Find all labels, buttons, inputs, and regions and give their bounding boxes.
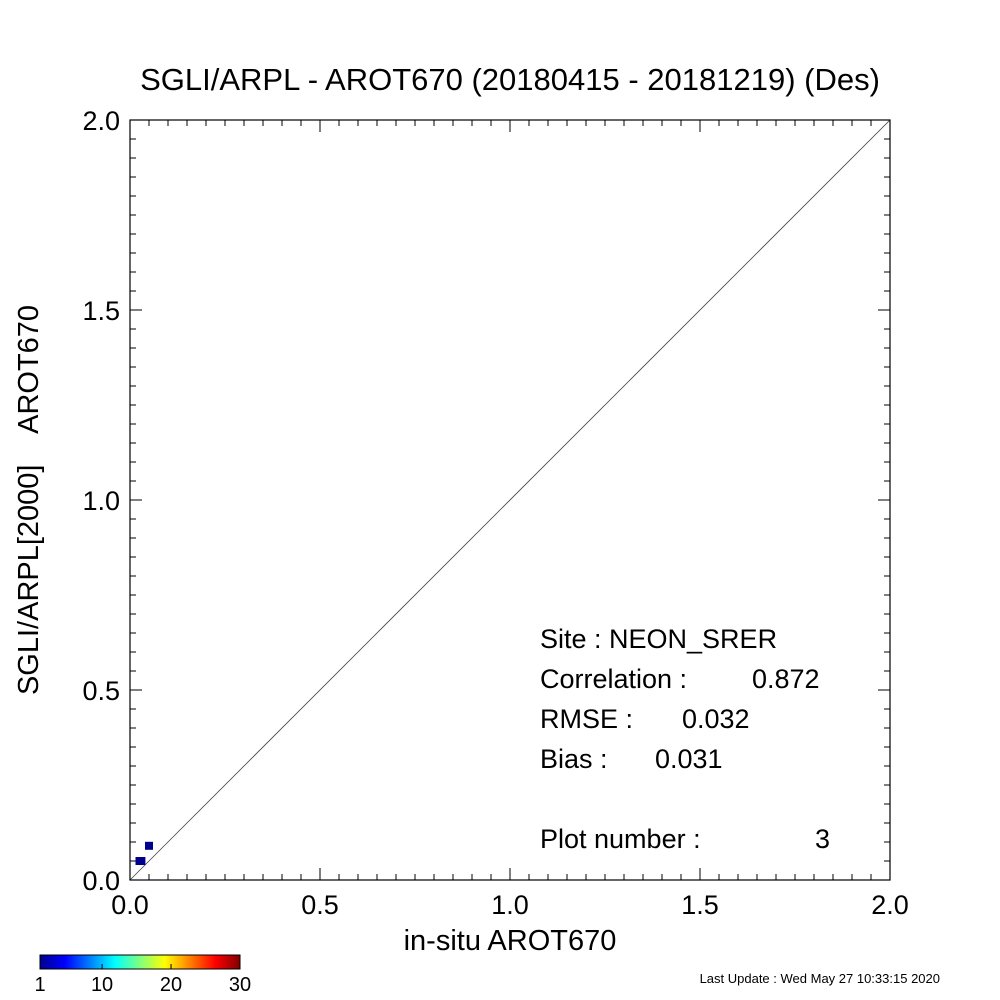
stat-plot-number-value: 3 [815,824,830,854]
stat-correlation-label: Correlation : [540,664,687,694]
stat-bias-value: 0.031 [655,744,723,774]
y-tick-label: 1.0 [82,486,120,516]
x-tick-label: 1.5 [681,890,719,920]
colorbar-tick-label: 1 [34,974,45,996]
data-point [135,857,144,865]
y-tick-label: 0.5 [82,676,120,706]
stat-correlation-value: 0.872 [752,664,820,694]
stats-block: Site : NEON_SRER Correlation : 0.872 RMS… [540,624,830,854]
x-tick-label: 0.0 [111,890,149,920]
data-point [145,841,153,850]
colorbar-tick-label: 10 [91,974,113,996]
x-tick-label: 2.0 [871,890,909,920]
colorbar-tick-label: 30 [229,974,251,996]
y-tick-label: 1.5 [82,296,120,326]
stat-site-label: Site : NEON_SRER [540,624,777,654]
y-tick-label: 2.0 [82,106,120,136]
y-tick-label: 0.0 [82,866,120,896]
colorbar: 1 10 20 30 [34,954,251,996]
x-axis-label: in-situ AROT670 [404,925,617,957]
one-to-one-line [129,119,891,881]
y-axis-label: SGLI/ARPL[2000] AROT670 [13,305,45,695]
chart-title: SGLI/ARPL - AROT670 (20180415 - 20181219… [140,62,880,97]
colorbar-gradient [39,954,241,970]
colorbar-tick-label: 20 [160,974,182,996]
last-update-text: Last Update : Wed May 27 10:33:15 2020 [700,971,940,986]
stat-rmse-label: RMSE : [540,704,633,734]
stat-bias-label: Bias : [540,744,608,774]
stat-plot-number-label: Plot number : [540,824,701,854]
x-tick-label: 1.0 [491,890,529,920]
stat-rmse-value: 0.032 [682,704,750,734]
plot-area: 0.0 0.5 1.0 1.5 2.0 0.0 0.5 1.0 1.5 2.0 [82,106,908,920]
x-tick-label: 0.5 [301,890,339,920]
